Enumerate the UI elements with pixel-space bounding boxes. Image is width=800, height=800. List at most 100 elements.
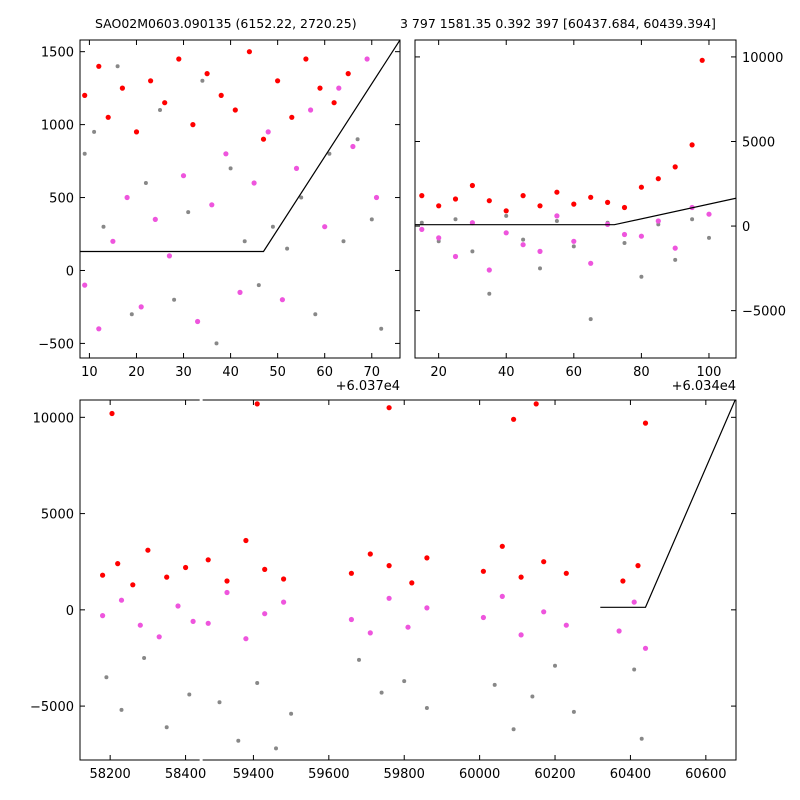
- data-point: [364, 56, 370, 62]
- data-point: [409, 580, 415, 586]
- data-point: [689, 142, 695, 148]
- data-point: [672, 164, 678, 170]
- x-tick-label: 100: [697, 365, 722, 380]
- data-point: [707, 235, 711, 240]
- data-point: [699, 57, 705, 63]
- data-point: [209, 202, 215, 208]
- data-point: [386, 563, 392, 569]
- data-point: [554, 219, 559, 223]
- data-point: [503, 208, 509, 214]
- x-tick-label: 10: [81, 365, 98, 380]
- data-point: [642, 420, 649, 426]
- right-panel-title: 3 797 1581.35 0.392 397 [60437.684, 6043…: [400, 16, 716, 31]
- top-left-series-grey: [82, 64, 384, 346]
- data-point: [256, 283, 261, 288]
- data-point: [183, 564, 189, 571]
- top-right-model-line: [415, 197, 736, 226]
- x-tick-label: 40: [498, 365, 515, 380]
- axis-break-top: [199, 398, 203, 402]
- data-point: [655, 218, 661, 224]
- x-tick-label: 58400: [165, 767, 206, 782]
- data-point: [242, 239, 247, 244]
- data-point: [533, 401, 539, 407]
- bottom-plot-area: [100, 400, 736, 751]
- data-point: [571, 238, 577, 244]
- data-point: [119, 85, 125, 91]
- data-point: [673, 257, 678, 262]
- y-tick-label: 0: [742, 220, 750, 235]
- data-point: [520, 242, 526, 248]
- data-point: [350, 143, 356, 150]
- data-point: [322, 224, 328, 230]
- data-point: [156, 634, 162, 640]
- data-point: [82, 92, 88, 98]
- data-point: [492, 682, 497, 687]
- data-point: [511, 727, 516, 732]
- data-point: [142, 656, 147, 660]
- data-point: [424, 706, 429, 710]
- data-point: [82, 151, 87, 156]
- data-point: [538, 266, 542, 271]
- data-point: [195, 318, 201, 325]
- data-point: [281, 599, 287, 605]
- data-point: [118, 597, 125, 603]
- data-point: [537, 203, 543, 209]
- top-right-x-offset-label: +6.034e4: [672, 379, 736, 394]
- data-point: [262, 611, 268, 617]
- x-tick-label: 80: [633, 365, 650, 380]
- data-point: [251, 180, 257, 186]
- top-right-series-magenta: [419, 204, 712, 273]
- data-point: [164, 574, 170, 580]
- data-point: [499, 543, 505, 549]
- x-tick-label: 59600: [308, 767, 349, 782]
- data-point: [308, 107, 314, 113]
- x-tick-label: 20: [430, 365, 447, 380]
- x-tick-label: 60000: [459, 767, 500, 782]
- data-point: [405, 624, 411, 630]
- data-point: [260, 136, 267, 142]
- data-point: [228, 166, 233, 171]
- data-point: [588, 260, 594, 266]
- data-point: [232, 107, 238, 113]
- data-point: [469, 220, 475, 226]
- data-point: [632, 667, 637, 672]
- data-point: [137, 622, 143, 628]
- data-point: [690, 217, 695, 222]
- data-point: [104, 675, 109, 680]
- top-left-frame: [79, 39, 401, 359]
- data-point: [518, 574, 524, 580]
- top-right-panel: 20 40 60 80 100 −5000 0 5000 10000 +6.034e4: [414, 39, 786, 394]
- data-point: [588, 194, 594, 200]
- top-left-series-red: [82, 49, 351, 142]
- x-tick-label: 59400: [233, 767, 274, 782]
- data-point: [162, 100, 168, 106]
- data-point: [166, 253, 172, 259]
- data-point: [379, 326, 384, 331]
- data-point: [563, 570, 569, 576]
- data-point: [236, 738, 241, 743]
- data-point: [639, 736, 644, 741]
- top-right-series-red: [419, 57, 705, 214]
- data-point: [452, 253, 459, 260]
- data-point: [520, 193, 526, 199]
- data-point: [499, 593, 505, 600]
- data-point: [571, 244, 576, 249]
- top-right-frame: [414, 39, 737, 359]
- data-point: [336, 85, 342, 91]
- x-tick-label: 58200: [89, 767, 130, 782]
- data-point: [487, 291, 492, 296]
- data-point: [205, 557, 211, 563]
- axis-break-bottom: [199, 758, 203, 762]
- data-point: [164, 725, 169, 730]
- data-point: [469, 182, 475, 189]
- data-point: [145, 547, 151, 553]
- data-point: [105, 114, 111, 120]
- left-panel-title: SAO02M0603.090135 (6152.22, 2720.25): [95, 16, 357, 31]
- y-tick-label: 0: [66, 604, 74, 619]
- data-point: [129, 312, 134, 317]
- data-point: [270, 224, 275, 229]
- y-tick-label: 1500: [41, 46, 74, 61]
- data-point: [571, 201, 577, 207]
- data-point: [367, 551, 373, 557]
- data-point: [554, 189, 560, 195]
